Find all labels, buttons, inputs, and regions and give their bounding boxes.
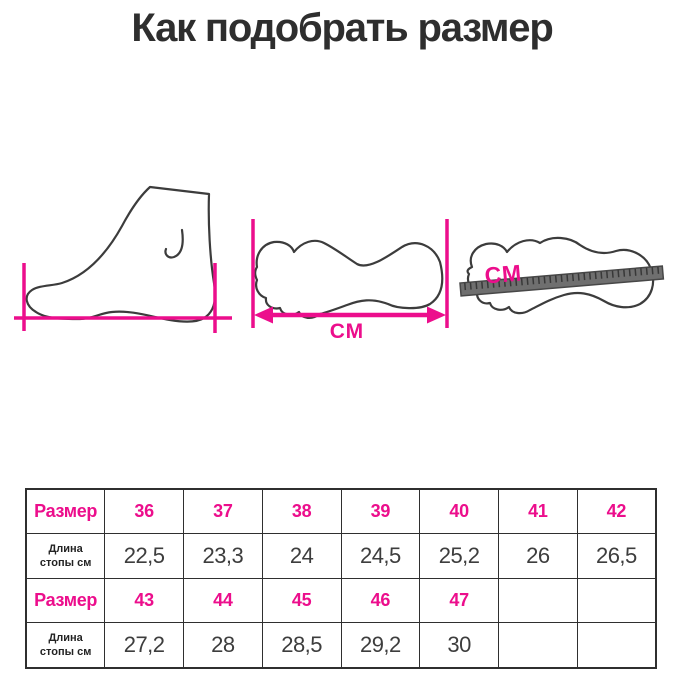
size-header-cell: Размер	[25, 578, 106, 623]
table-row-sizes-1: Размер 36 37 38 39 40 41 42	[25, 488, 657, 534]
length-cell: 27,2	[104, 622, 184, 669]
size-table: Размер 36 37 38 39 40 41 42 Длина стопы …	[25, 488, 657, 669]
page-title: Как подобрать размер	[131, 6, 553, 50]
length-cell	[576, 622, 657, 669]
size-cell	[576, 578, 657, 623]
size-cell: 46	[340, 578, 421, 623]
size-cell: 42	[576, 488, 657, 534]
arrowhead-left-icon	[254, 306, 273, 324]
foot-side-illustration	[14, 185, 232, 333]
length-cell: 23,3	[183, 533, 263, 579]
size-cell: 37	[183, 488, 263, 534]
arrowhead-right-icon	[427, 306, 446, 324]
ankle-mark	[164, 228, 184, 259]
size-cell: 39	[340, 488, 421, 534]
length-cell: 28	[183, 622, 263, 669]
length-cell: 24	[261, 533, 342, 579]
length-cell	[498, 622, 578, 669]
footprint-ruler-illustration: СМ	[459, 236, 665, 315]
size-cell	[498, 578, 578, 623]
ruler-ticks	[464, 266, 660, 291]
length-cell: 24,5	[340, 533, 421, 579]
length-cell: 29,2	[340, 622, 421, 669]
length-cell: 26	[498, 533, 578, 579]
length-cell: 22,5	[104, 533, 184, 579]
length-header-cell: Длина стопы см	[25, 622, 106, 669]
size-cell: 41	[498, 488, 578, 534]
footprint-outline	[254, 239, 444, 319]
foot-outline	[25, 185, 217, 323]
table-row-lengths-2: Длина стопы см 27,2 28 28,5 29,2 30	[25, 622, 657, 669]
table-row-lengths-1: Длина стопы см 22,5 23,3 24 24,5 25,2 26…	[25, 533, 657, 579]
length-cell: 30	[419, 622, 499, 669]
size-cell: 47	[419, 578, 499, 623]
size-cell: 38	[261, 488, 342, 534]
size-cell: 44	[183, 578, 263, 623]
size-cell: 40	[419, 488, 499, 534]
size-header-cell: Размер	[25, 488, 106, 534]
size-cell: 45	[261, 578, 342, 623]
length-header-cell: Длина стопы см	[25, 533, 106, 579]
cm-label: СМ	[330, 320, 364, 343]
table-row-sizes-2: Размер 43 44 45 46 47	[25, 578, 657, 623]
footprint-measure-illustration: СМ	[251, 219, 449, 343]
size-cell: 36	[104, 488, 184, 534]
size-cell: 43	[104, 578, 184, 623]
cm-label: СМ	[484, 259, 524, 288]
length-cell: 25,2	[419, 533, 499, 579]
length-cell: 28,5	[261, 622, 342, 669]
ruler	[459, 265, 665, 297]
length-cell: 26,5	[576, 533, 657, 579]
length-arrow	[254, 306, 446, 324]
